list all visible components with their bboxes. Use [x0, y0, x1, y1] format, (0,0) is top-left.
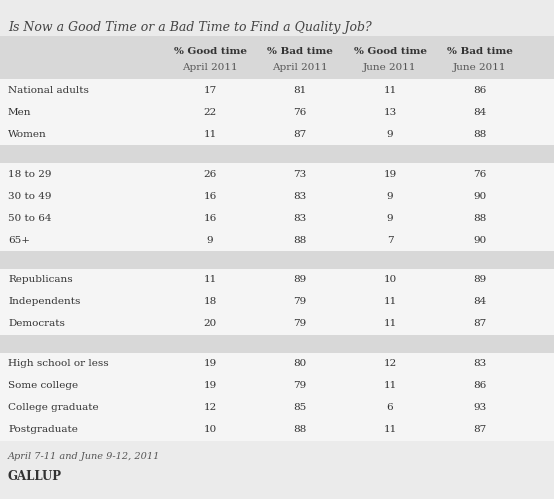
Text: 87: 87: [473, 319, 486, 328]
Text: 84: 84: [473, 107, 486, 116]
Text: 18: 18: [203, 297, 217, 306]
Text: 11: 11: [383, 319, 397, 328]
Text: 87: 87: [294, 130, 306, 139]
Text: 26: 26: [203, 170, 217, 179]
Text: % Good time: % Good time: [173, 47, 247, 56]
Text: 79: 79: [294, 319, 306, 328]
Text: 9: 9: [387, 214, 393, 223]
Text: 12: 12: [383, 359, 397, 368]
Text: 83: 83: [294, 192, 306, 201]
Bar: [0, 145, 554, 163]
Text: 11: 11: [203, 275, 217, 284]
Text: 6: 6: [387, 404, 393, 413]
Text: 11: 11: [383, 382, 397, 391]
Text: 88: 88: [294, 236, 306, 245]
Text: Is Now a Good Time or a Bad Time to Find a Quality Job?: Is Now a Good Time or a Bad Time to Find…: [8, 21, 372, 34]
Text: June 2011: June 2011: [363, 63, 417, 72]
Text: Democrats: Democrats: [8, 319, 65, 328]
Text: 19: 19: [203, 359, 217, 368]
Text: % Good time: % Good time: [353, 47, 427, 56]
Bar: [0, 101, 554, 123]
Text: 7: 7: [387, 236, 393, 245]
Text: 22: 22: [203, 107, 217, 116]
Text: College graduate: College graduate: [8, 404, 99, 413]
Bar: [0, 163, 554, 185]
Text: % Bad time: % Bad time: [447, 47, 513, 56]
Text: Postgraduate: Postgraduate: [8, 426, 78, 435]
Text: 85: 85: [294, 404, 306, 413]
Text: 86: 86: [473, 382, 486, 391]
Bar: [0, 36, 554, 79]
Text: 10: 10: [383, 275, 397, 284]
Text: 88: 88: [473, 214, 486, 223]
Text: 79: 79: [294, 297, 306, 306]
Text: National adults: National adults: [8, 85, 89, 94]
Text: 11: 11: [383, 297, 397, 306]
Text: 81: 81: [294, 85, 306, 94]
Bar: [0, 291, 554, 313]
Bar: [0, 123, 554, 145]
Text: 88: 88: [473, 130, 486, 139]
Text: 84: 84: [473, 297, 486, 306]
Text: April 2011: April 2011: [272, 63, 328, 72]
Text: April 2011: April 2011: [182, 63, 238, 72]
Text: 19: 19: [203, 382, 217, 391]
Text: % Bad time: % Bad time: [267, 47, 333, 56]
Bar: [0, 269, 554, 291]
Text: 16: 16: [203, 214, 217, 223]
Text: 90: 90: [473, 236, 486, 245]
Text: 83: 83: [294, 214, 306, 223]
Text: 86: 86: [473, 85, 486, 94]
Text: 16: 16: [203, 192, 217, 201]
Text: GALLUP: GALLUP: [8, 470, 62, 483]
Bar: [0, 375, 554, 397]
Text: 90: 90: [473, 192, 486, 201]
Text: Independents: Independents: [8, 297, 80, 306]
Text: 17: 17: [203, 85, 217, 94]
Bar: [0, 79, 554, 101]
Text: April 7-11 and June 9-12, 2011: April 7-11 and June 9-12, 2011: [8, 452, 160, 461]
Text: 50 to 64: 50 to 64: [8, 214, 52, 223]
Text: 88: 88: [294, 426, 306, 435]
Text: Women: Women: [8, 130, 47, 139]
Bar: [0, 353, 554, 375]
Text: 87: 87: [473, 426, 486, 435]
Bar: [0, 313, 554, 335]
Text: 65+: 65+: [8, 236, 30, 245]
Text: 76: 76: [294, 107, 306, 116]
Text: 11: 11: [383, 85, 397, 94]
Text: 20: 20: [203, 319, 217, 328]
Text: 93: 93: [473, 404, 486, 413]
Text: 30 to 49: 30 to 49: [8, 192, 52, 201]
Text: 11: 11: [203, 130, 217, 139]
Text: June 2011: June 2011: [453, 63, 507, 72]
Text: 12: 12: [203, 404, 217, 413]
Text: 80: 80: [294, 359, 306, 368]
Text: 9: 9: [387, 130, 393, 139]
Text: High school or less: High school or less: [8, 359, 109, 368]
Text: 19: 19: [383, 170, 397, 179]
Text: 89: 89: [473, 275, 486, 284]
Text: 13: 13: [383, 107, 397, 116]
Bar: [0, 419, 554, 441]
Text: 73: 73: [294, 170, 306, 179]
Bar: [0, 251, 554, 269]
Text: 9: 9: [387, 192, 393, 201]
Text: Some college: Some college: [8, 382, 78, 391]
Text: 9: 9: [207, 236, 213, 245]
Text: 76: 76: [473, 170, 486, 179]
Bar: [0, 207, 554, 229]
Text: 89: 89: [294, 275, 306, 284]
Bar: [0, 397, 554, 419]
Text: 18 to 29: 18 to 29: [8, 170, 52, 179]
Bar: [0, 229, 554, 251]
Bar: [0, 185, 554, 207]
Text: Men: Men: [8, 107, 32, 116]
Text: 11: 11: [383, 426, 397, 435]
Text: Republicans: Republicans: [8, 275, 73, 284]
Text: 10: 10: [203, 426, 217, 435]
Bar: [0, 335, 554, 353]
Text: 83: 83: [473, 359, 486, 368]
Text: 79: 79: [294, 382, 306, 391]
